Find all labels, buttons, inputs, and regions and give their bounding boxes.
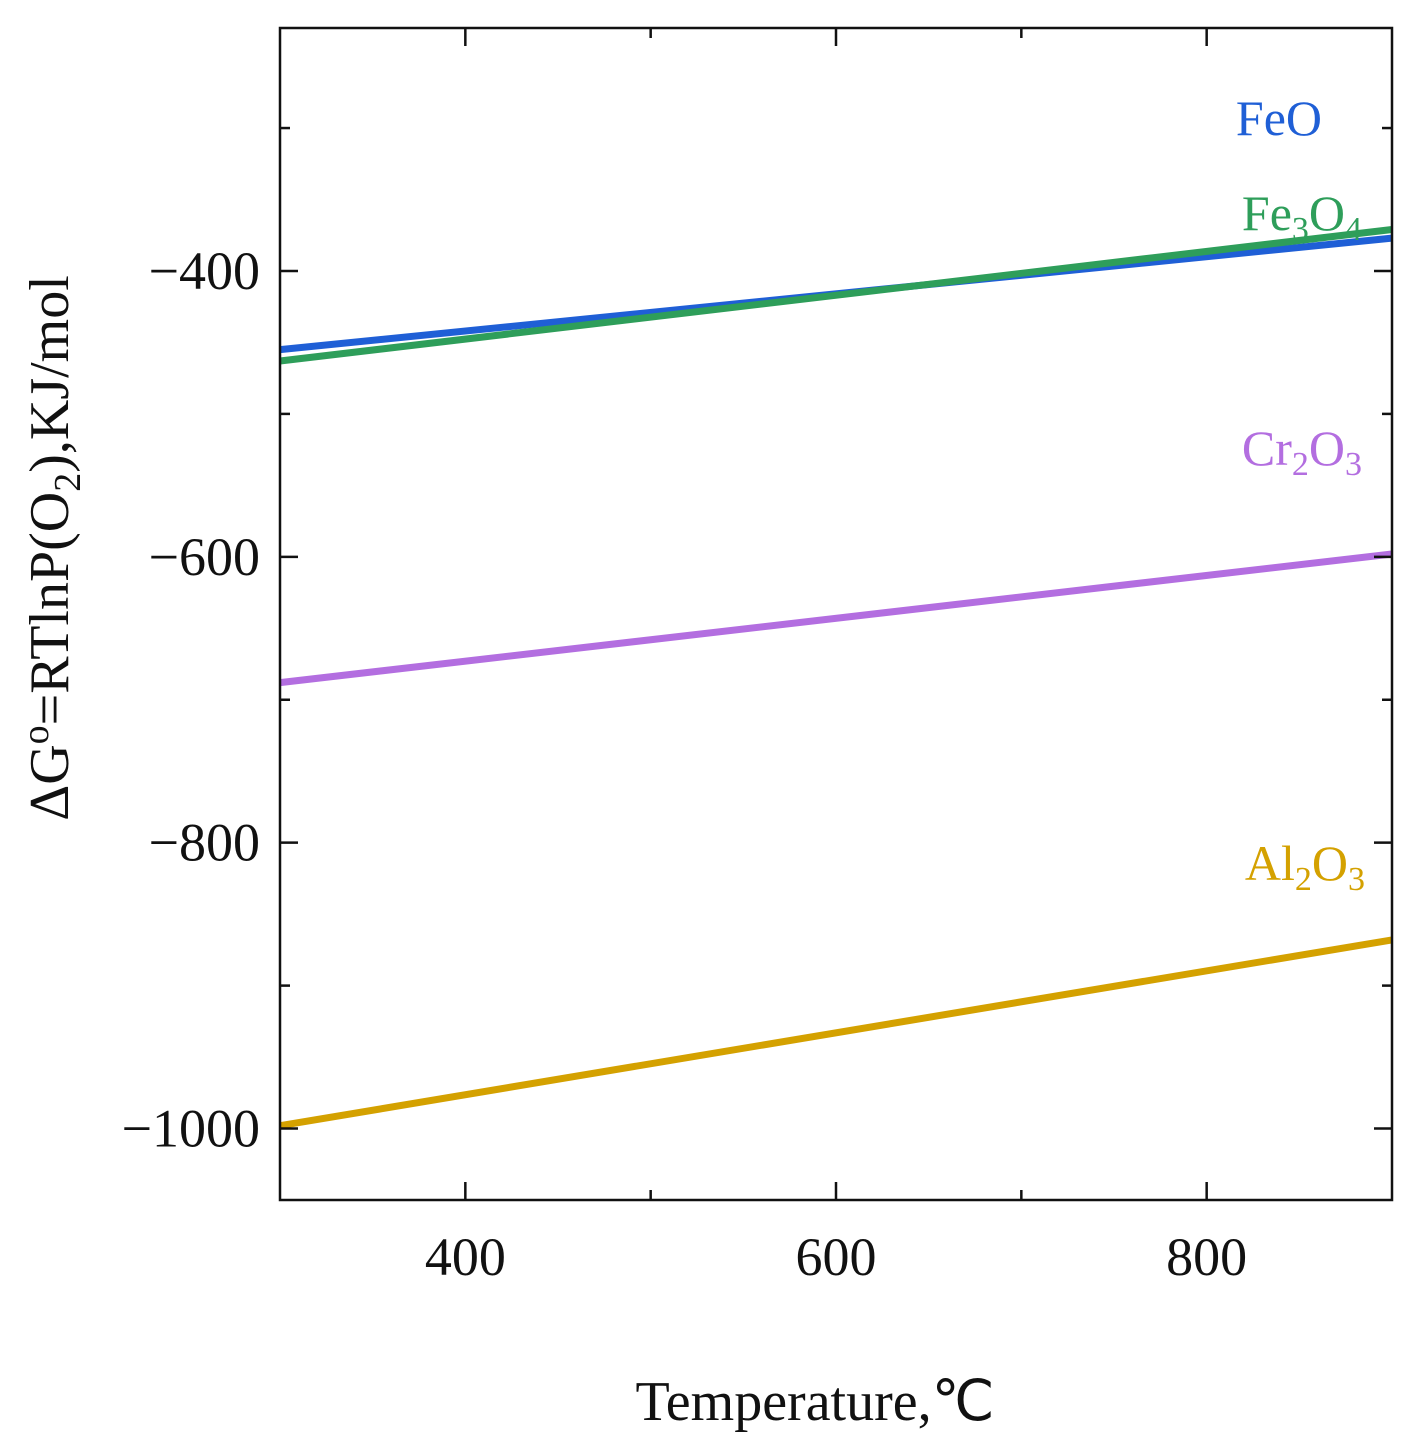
series-labels: FeO Fe3O4 Cr2O3 Al2O3 bbox=[1236, 90, 1365, 898]
plot-frame bbox=[278, 26, 1394, 1202]
y-axis-title: ΔGo=RTlnP(O2),KJ/mol bbox=[15, 275, 89, 821]
y-tick-label-1000: −1000 bbox=[122, 1099, 260, 1159]
x-tick-label-600: 600 bbox=[796, 1227, 877, 1287]
x-tick-label-400: 400 bbox=[425, 1227, 506, 1287]
y-tick-label-800: −800 bbox=[149, 813, 260, 873]
series-label-cr2o3: Cr2O3 bbox=[1242, 420, 1362, 483]
y-tick-label-400: −400 bbox=[149, 241, 260, 301]
series-line-cr2o3 bbox=[279, 550, 1393, 687]
plot-lines bbox=[279, 226, 1393, 1130]
series-label-fe3o4: Fe3O4 bbox=[1242, 185, 1362, 248]
series-line-al2o3 bbox=[279, 936, 1393, 1130]
x-axis-title: Temperature,℃ bbox=[635, 1371, 994, 1433]
ticks bbox=[280, 28, 1392, 1200]
x-tick-label-800: 800 bbox=[1166, 1227, 1247, 1287]
series-line-fe3o4 bbox=[279, 226, 1393, 365]
y-tick-label-600: −600 bbox=[149, 527, 260, 587]
series-label-al2o3: Al2O3 bbox=[1245, 835, 1365, 898]
series-label-feo: FeO bbox=[1236, 90, 1322, 146]
tick-labels: 400 600 800 −400 −600 −800 −1000 bbox=[122, 241, 1248, 1287]
